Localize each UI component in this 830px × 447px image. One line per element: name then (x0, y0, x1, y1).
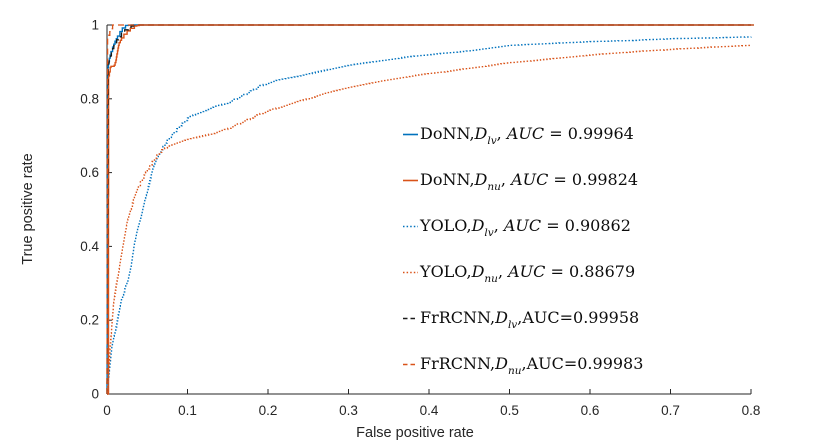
y-tick-label: 0.8 (80, 91, 99, 106)
curve-YOLO-Dnu (106, 44, 752, 395)
x-tick-label: 0.6 (581, 403, 600, 418)
y-tick-label: 1 (91, 18, 99, 33)
curve-YOLO-Dlv (106, 36, 752, 395)
y-axis-label: True positive rate (20, 153, 36, 265)
x-tick-label: 0.8 (742, 403, 761, 418)
curve-DoNN-Dlv (106, 24, 751, 394)
x-tick-label: 0 (103, 403, 111, 418)
x-tick-label: 0.2 (259, 403, 278, 418)
y-tick-label: 0.4 (80, 239, 99, 254)
y-tick-label: 0.6 (80, 165, 99, 180)
x-tick-label: 0.5 (500, 403, 519, 418)
y-tick-label: 0 (91, 387, 99, 402)
x-tick-label: 0.4 (420, 403, 439, 418)
y-tick-label: 0.2 (80, 313, 99, 328)
x-axis-label: False positive rate (356, 425, 474, 441)
x-tick-label: 0.3 (339, 403, 358, 418)
curve-DoNN-Dnu (107, 24, 751, 395)
curve-FrRCNN-Dnu (106, 24, 758, 394)
x-tick-label: 0.7 (661, 403, 680, 418)
curve-FrRCNN-Dlv (106, 24, 758, 394)
x-tick-label: 0.1 (178, 403, 197, 418)
